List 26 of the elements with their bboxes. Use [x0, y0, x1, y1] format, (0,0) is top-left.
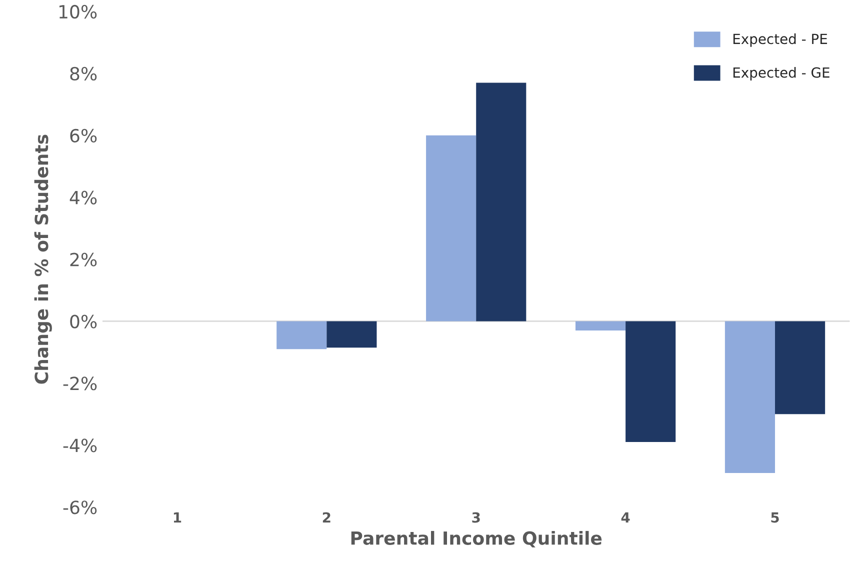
x-tick-label: 3: [472, 512, 480, 523]
bar: [276, 321, 327, 350]
bar: [476, 82, 526, 322]
y-tick-label: -2%: [63, 376, 97, 390]
y-tick-label: 2%: [70, 252, 97, 266]
x-tick-label: 2: [322, 512, 330, 523]
y-tick-label: -6%: [63, 500, 97, 514]
bar: [775, 321, 826, 414]
x-tick-label: 4: [621, 512, 630, 523]
y-axis-title: Change in % of Students: [34, 134, 52, 384]
legend-label: Expected - GE: [733, 67, 830, 80]
y-tick-label: 8%: [70, 66, 97, 81]
bar: [326, 321, 377, 348]
bar: [426, 135, 476, 322]
x-tick-label: 5: [771, 512, 779, 523]
y-tick-label: 6%: [70, 128, 97, 142]
y-tick-label: 4%: [70, 190, 97, 204]
legend-label: Expected - PE: [733, 33, 828, 47]
y-tick-label: 0%: [70, 314, 97, 328]
x-tick-label: 1: [174, 512, 182, 523]
x-axis-title: Parental Income Quintile: [351, 530, 602, 548]
y-tick-label: 10%: [59, 4, 97, 19]
y-tick-label: -4%: [63, 438, 97, 452]
bar: [575, 321, 626, 331]
bar: [724, 321, 776, 474]
bar: [626, 321, 676, 442]
